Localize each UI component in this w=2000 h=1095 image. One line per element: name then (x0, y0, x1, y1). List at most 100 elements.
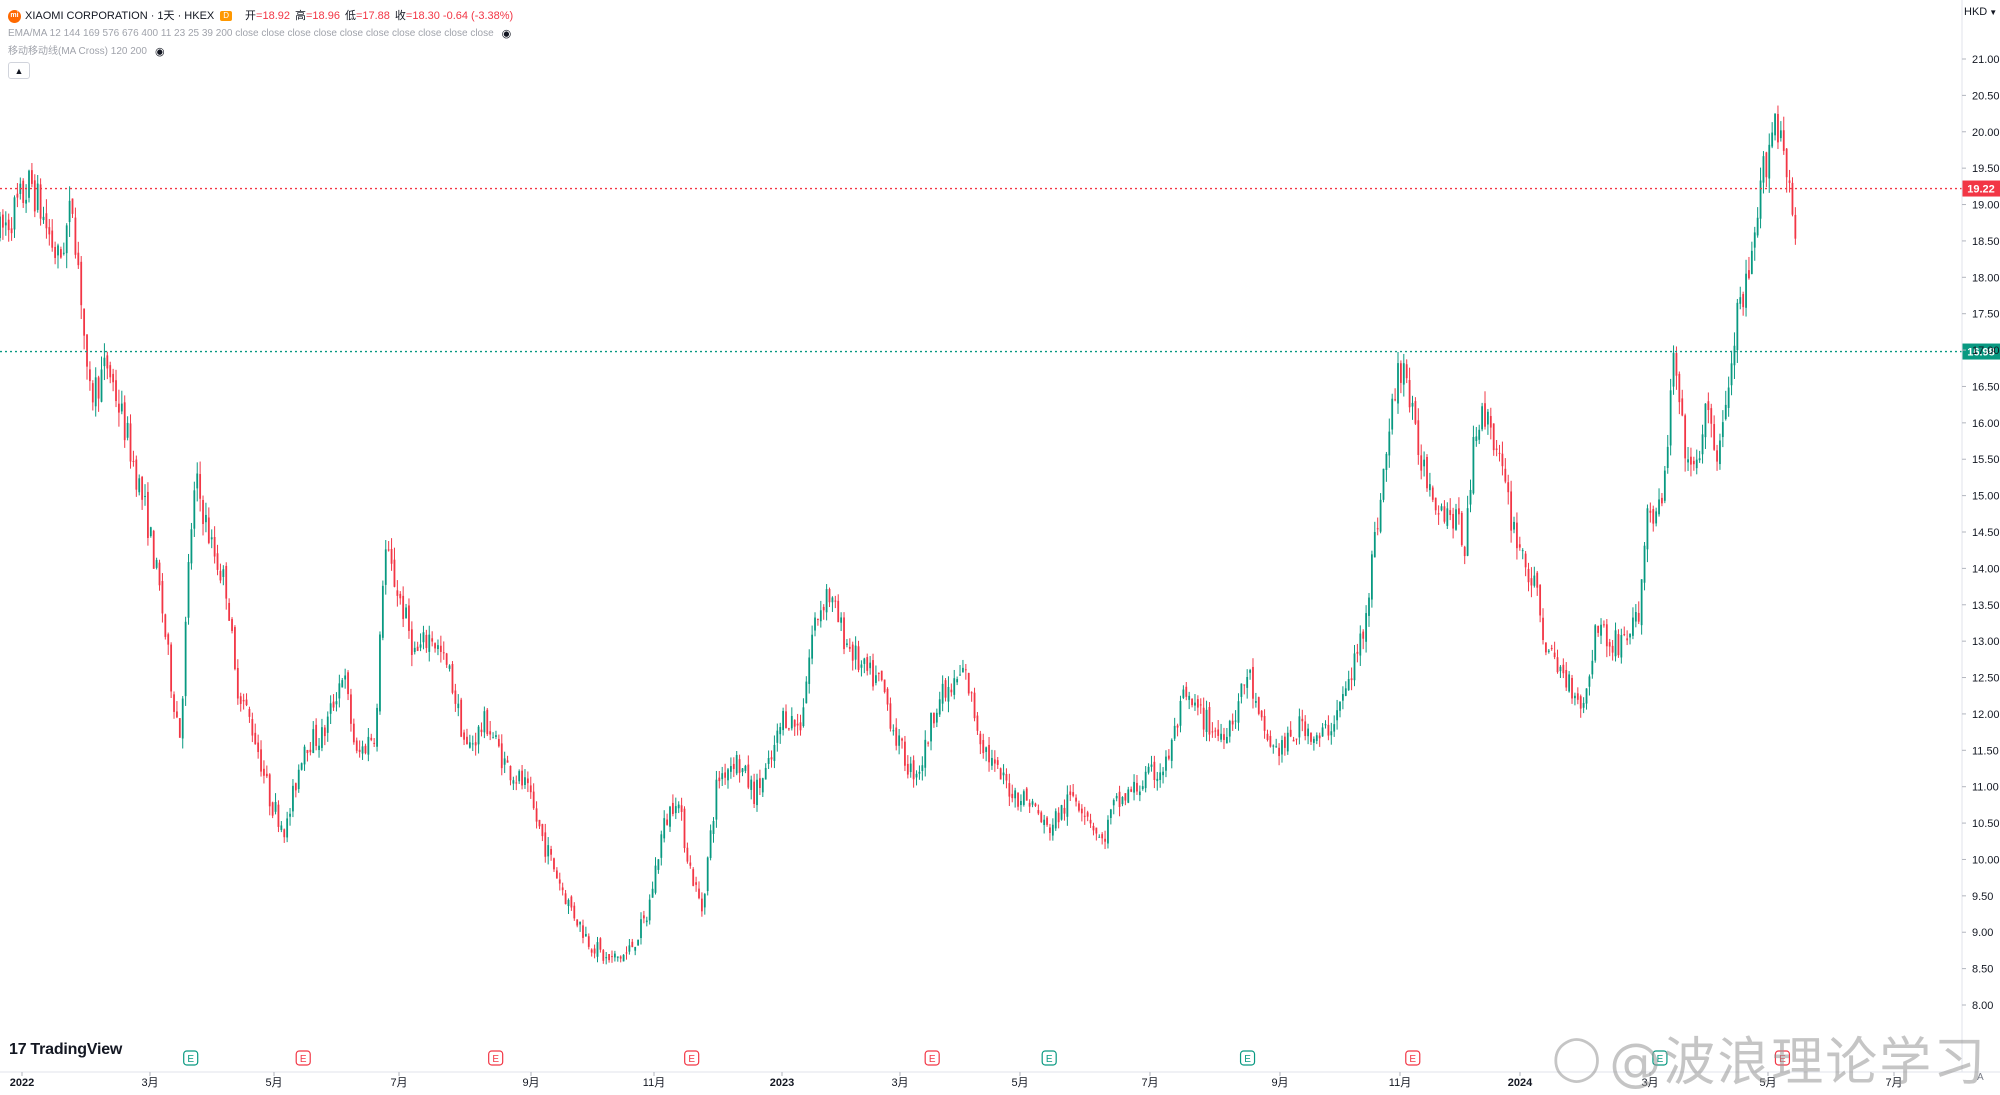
candle-body (390, 549, 393, 564)
price-tick-label: 14.00 (1972, 563, 2000, 575)
candle-body (1611, 645, 1614, 653)
earnings-marker[interactable]: E (1652, 1050, 1668, 1066)
legend-collapse-button[interactable]: ▲ (8, 62, 30, 79)
candle-body (825, 589, 828, 613)
candle-body (1130, 789, 1133, 792)
candle-body (1568, 674, 1571, 692)
price-tick-label: 17.50 (1972, 309, 2000, 321)
candle-body (613, 953, 616, 958)
candle-body (225, 565, 228, 599)
candle-body (515, 782, 518, 784)
candle-body (993, 759, 996, 764)
candle-body (1675, 353, 1678, 376)
earnings-marker[interactable]: E (1774, 1050, 1791, 1066)
candle-body (674, 806, 677, 814)
indicator-ema-row[interactable]: EMA/MA 12 144 169 576 676 400 11 23 25 3… (8, 25, 513, 43)
candle-body (587, 936, 590, 947)
candle-body (814, 617, 816, 631)
candle-body (738, 759, 741, 773)
price-tick-label: 8.50 (1972, 964, 1993, 976)
candle-body (1127, 789, 1130, 803)
time-tick-label: 2023 (770, 1077, 794, 1089)
candle-body (1165, 756, 1167, 771)
candle-body (202, 499, 204, 525)
time-tick-label: 3月 (891, 1077, 908, 1089)
weibo-watermark: ◯ @波浪理论学习 (1552, 1020, 1987, 1095)
eye-icon[interactable]: ◉ (154, 46, 165, 58)
candle-body (48, 227, 51, 235)
earnings-marker[interactable]: E (295, 1050, 311, 1066)
earnings-marker-box (1652, 1050, 1668, 1066)
candle-body (1719, 440, 1721, 465)
candle-body (953, 678, 956, 695)
candle-body (219, 570, 222, 581)
candle-body (1237, 701, 1240, 723)
earnings-marker[interactable]: E (1239, 1050, 1256, 1066)
candle-body (405, 607, 407, 619)
candle-body (1600, 624, 1602, 636)
candle-body (497, 738, 500, 747)
earnings-marker[interactable]: E (1405, 1050, 1421, 1066)
time-scale[interactable]: 2022 3月 5月 7月 9月 11月 2023 3月 5月 7月 9月 11月 2024 3月 5月 7月 (0, 1071, 2000, 1089)
candle-body (1591, 660, 1594, 675)
candle-body (930, 712, 932, 742)
candle-body (715, 779, 718, 820)
symbol-legend-row[interactable]: mi XIAOMI CORPORATION · 1天 · HKEX D 开 =18… (8, 7, 513, 25)
symbol-title[interactable]: XIAOMI CORPORATION · 1天 · HKEX (25, 10, 215, 22)
candle-body (1434, 497, 1437, 511)
candle-body (1394, 399, 1397, 401)
candle-body (477, 726, 480, 745)
earnings-marker-box (1041, 1050, 1057, 1066)
currency-selector[interactable]: HKD ▼ (1964, 6, 1997, 18)
candle-body (802, 707, 805, 727)
candle-body (1643, 545, 1646, 583)
earnings-marker[interactable]: E (183, 1050, 199, 1066)
earnings-marker[interactable]: E (1041, 1050, 1057, 1066)
candle-body (120, 403, 123, 412)
auto-scale-button[interactable]: A (1977, 1072, 1984, 1083)
candle-body (753, 781, 756, 804)
candle-body (967, 672, 970, 694)
candle-body (1663, 470, 1666, 501)
candle-body (1547, 650, 1550, 652)
tradingview-logo[interactable]: 17 TradingView (9, 1041, 122, 1059)
candle-body (860, 664, 863, 668)
candle-body (982, 740, 985, 754)
candle-body (347, 672, 349, 695)
earnings-marker[interactable]: E (924, 1050, 940, 1066)
candle-body (512, 780, 515, 784)
indicator-ma-cross-row[interactable]: 移动移动线(MA Cross) 120 200 ◉ (8, 43, 513, 61)
candle-body (735, 754, 738, 774)
candle-body (13, 197, 16, 230)
candle-body (666, 819, 668, 825)
eye-icon[interactable]: ◉ (501, 28, 512, 40)
candle-body (239, 696, 242, 704)
candle-body (1121, 797, 1124, 805)
candle-body (129, 423, 132, 462)
candle-body (323, 727, 326, 737)
candle-body (1138, 791, 1141, 796)
earnings-marker-letter: E (688, 1054, 695, 1065)
earnings-marker[interactable]: E (684, 1050, 700, 1066)
candle-body (31, 170, 33, 184)
chart-legend: mi XIAOMI CORPORATION · 1天 · HKEX D 开 =18… (8, 7, 513, 61)
horizontal-line-price-tag (1962, 343, 2000, 360)
candle-body (1408, 380, 1411, 408)
candle-body (80, 261, 83, 306)
candle-body (1446, 508, 1449, 526)
candle-body (271, 802, 274, 816)
candle-body (1495, 448, 1498, 450)
candle-body (1617, 634, 1620, 656)
candle-body (1156, 778, 1159, 782)
candle-body (94, 377, 97, 407)
candle-body (1579, 696, 1582, 709)
candle-body (1481, 406, 1484, 430)
price-scale[interactable]: 8.00 8.50 9.00 9.50 10.00 10.50 11.00 11.50 12.0… (1961, 0, 2000, 1072)
candle-body (764, 767, 767, 780)
earnings-marker[interactable]: E (488, 1050, 504, 1066)
time-tick-label: 7月 (1885, 1077, 1902, 1089)
candle-body (524, 777, 526, 785)
candle-body (657, 859, 660, 870)
candle-body (1359, 633, 1362, 656)
